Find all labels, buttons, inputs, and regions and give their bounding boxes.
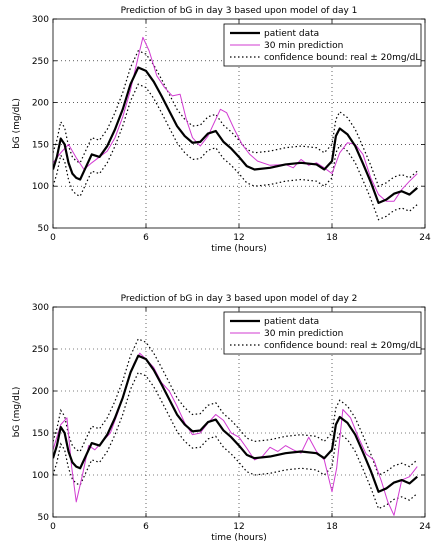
patient-data-line (53, 66, 418, 205)
chart-title: Prediction of bG in day 3 based upon mod… (121, 6, 358, 16)
x-tick-label: 6 (143, 522, 149, 532)
x-axis-label: time (hours) (211, 244, 267, 254)
y-tick-label: 300 (32, 303, 49, 313)
legend-label: confidence bound: real ± 20mg/dL (264, 53, 420, 63)
legend: patient data 30 min prediction confidence … (223, 311, 422, 355)
legend-label: 30 min prediction (264, 41, 343, 51)
legend-label: patient data (264, 29, 319, 39)
prediction-line (53, 36, 418, 202)
x-tick-label: 24 (419, 522, 431, 532)
y-tick-label: 250 (32, 345, 49, 355)
y-axis-label: bG (mg/dL) (12, 98, 22, 149)
y-tick-label: 100 (32, 182, 49, 192)
x-tick-label: 12 (233, 233, 244, 243)
chart-panel-2: 0 6 12 18 24 50 100 150 200 250 300 Prediction of b… (12, 294, 431, 543)
legend: patient data 30 min prediction confidence … (223, 23, 422, 67)
confidence-lower-line (53, 371, 418, 510)
confidence-lower-line (53, 83, 418, 221)
x-tick-label: 24 (419, 233, 431, 243)
y-tick-label: 100 (32, 471, 49, 481)
x-tick-label: 6 (143, 233, 149, 243)
y-tick-label: 50 (38, 513, 50, 523)
confidence-upper-line (53, 338, 418, 476)
series-layer (53, 338, 418, 516)
x-tick-label: 18 (326, 233, 338, 243)
y-tick-label: 200 (32, 99, 49, 109)
x-tick-label: 0 (50, 522, 56, 532)
y-tick-label: 300 (32, 15, 49, 25)
y-tick-label: 50 (38, 224, 50, 234)
chart-panel-1: 0 6 12 18 24 50 100 150 200 250 300 Prediction of b… (12, 6, 431, 254)
y-tick-label: 150 (32, 429, 49, 439)
x-axis-label: time (hours) (211, 533, 267, 543)
series-layer (53, 36, 418, 221)
y-tick-label: 200 (32, 387, 49, 397)
y-tick-label: 150 (32, 140, 49, 150)
legend-label: confidence bound: real ± 20mg/dL (264, 341, 420, 351)
chart-title: Prediction of bG in day 3 based upon mod… (121, 294, 358, 304)
y-axis-label: bG (mg/dL) (12, 387, 22, 438)
x-tick-label: 18 (326, 522, 338, 532)
legend-label: 30 min prediction (264, 329, 343, 339)
y-tick-label: 250 (32, 57, 49, 67)
patient-data-line (53, 354, 418, 493)
legend-label: patient data (264, 317, 319, 327)
x-tick-label: 0 (50, 233, 56, 243)
confidence-upper-line (53, 49, 418, 188)
x-tick-label: 12 (233, 522, 244, 532)
